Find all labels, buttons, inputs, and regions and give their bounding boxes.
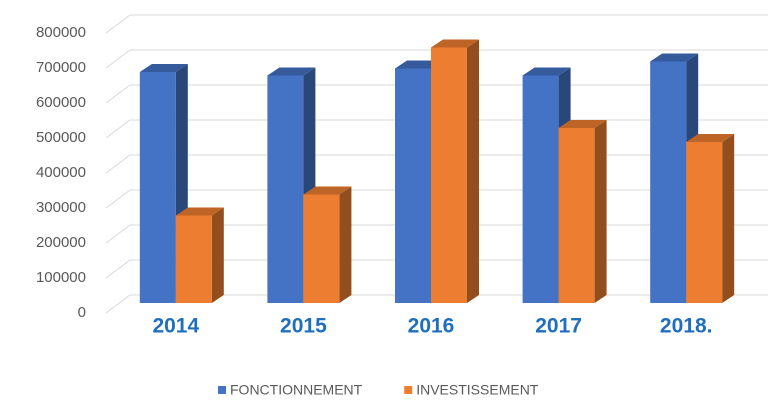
bar-side xyxy=(467,39,479,303)
x-tick-label: 2015 xyxy=(280,315,327,338)
y-tick-label: 700000 xyxy=(36,59,86,76)
bar-top xyxy=(303,186,352,195)
bar-side xyxy=(722,134,735,303)
y-tick-label: 400000 xyxy=(36,164,86,181)
bar xyxy=(175,215,212,303)
grid-line xyxy=(105,119,131,139)
grid-line xyxy=(105,189,131,209)
y-tick-label: 100000 xyxy=(36,269,86,286)
legend-swatch xyxy=(404,386,413,394)
legend-swatch xyxy=(218,386,226,394)
bar-top xyxy=(558,120,607,128)
y-tick-label: 800000 xyxy=(36,24,86,41)
bar-top xyxy=(522,67,571,76)
bar-side xyxy=(339,186,352,303)
bar-side xyxy=(594,120,607,303)
x-tick-label: 2017 xyxy=(535,315,582,338)
grid-line xyxy=(105,259,131,279)
bar-top xyxy=(650,53,699,62)
grid-line xyxy=(105,84,131,104)
bar xyxy=(303,194,340,303)
bar xyxy=(267,75,304,303)
y-tick-label: 0 xyxy=(78,304,86,321)
x-tick-label: 2014 xyxy=(152,315,199,338)
x-tick-label: 2018. xyxy=(660,315,713,338)
bar-top xyxy=(686,134,735,142)
y-tick-label: 600000 xyxy=(36,94,86,111)
y-tick-label: 300000 xyxy=(36,199,86,216)
grid-line xyxy=(105,49,131,69)
bar-top xyxy=(139,64,188,72)
grid-line xyxy=(105,294,131,314)
grid-line xyxy=(105,224,131,244)
bar-top xyxy=(431,39,479,48)
bar xyxy=(558,128,595,303)
bar-side xyxy=(211,207,224,303)
bar-top xyxy=(175,207,224,216)
x-tick-label: 2016 xyxy=(408,315,455,338)
legend-label: INVESTISSEMENT xyxy=(416,382,539,398)
bar xyxy=(431,47,467,303)
y-tick-label: 200000 xyxy=(36,234,86,251)
y-tick-label: 500000 xyxy=(36,129,86,146)
bar xyxy=(395,68,431,303)
bar xyxy=(139,72,176,303)
bar xyxy=(650,61,687,303)
bar xyxy=(686,142,723,303)
bar-top xyxy=(267,67,316,76)
bar xyxy=(522,75,559,303)
grid-line xyxy=(105,14,131,34)
legend-label: FONCTIONNEMENT xyxy=(230,382,363,398)
grid-line xyxy=(105,154,131,174)
